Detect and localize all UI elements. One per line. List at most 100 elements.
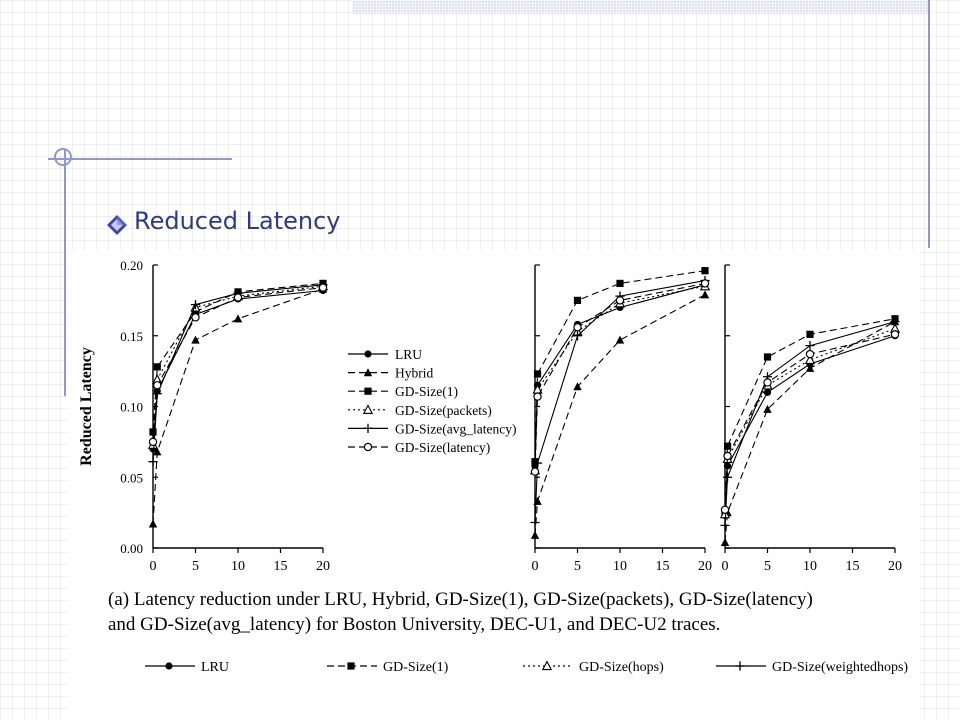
decor-vertical-line-left: [64, 150, 66, 396]
legend-marker: [165, 662, 173, 670]
data-point: [723, 442, 732, 450]
data-point: [318, 283, 328, 292]
y-axis-label: Reduced Latency: [78, 347, 95, 466]
series-line: [724, 321, 896, 543]
data-point: [806, 330, 814, 338]
data-point: [533, 392, 542, 401]
data-point: [720, 537, 730, 546]
series-gd-size-latency: [530, 279, 710, 476]
x-tick-label: 5: [764, 559, 771, 574]
chart-panel-3: 0 5 10 15 20: [719, 264, 902, 574]
data-point: [763, 353, 772, 361]
series-gd-size-avg-latency: [148, 280, 328, 467]
legend-label: Hybrid: [395, 366, 433, 381]
series-gd-size-avg-latency: [530, 275, 710, 528]
data-point: [573, 382, 582, 391]
figure-caption-line-2: and GD-Size(avg_latency) for Boston Univ…: [108, 614, 721, 635]
legend-bottom-item-gd-size-1: GD-Size(1): [327, 660, 449, 675]
decor-horizontal-line: [48, 158, 232, 160]
y-tick-label: 0.10: [120, 400, 143, 415]
data-point: [805, 363, 815, 372]
x-tick-label: 5: [574, 559, 581, 574]
data-point: [763, 378, 772, 387]
data-point: [148, 457, 158, 467]
data-point: [153, 447, 162, 456]
x-tick-label: 5: [192, 559, 199, 574]
legend-item-hybrid: Hybrid: [348, 366, 433, 381]
data-point: [573, 323, 582, 332]
slide-title: Reduced Latency: [134, 207, 341, 235]
legend-label: GD-Size(1): [383, 660, 449, 675]
data-point: [148, 519, 158, 528]
data-point: [720, 505, 730, 514]
header-band: [352, 0, 928, 14]
data-point: [530, 530, 540, 539]
legend-label: GD-Size(hops): [579, 660, 664, 675]
x-tick-label: 15: [656, 559, 670, 574]
data-point: [616, 279, 624, 287]
data-point: [805, 349, 815, 359]
chart-panel-2: 0 5 10 15 20: [529, 264, 712, 574]
figure-caption-line-1: (a) Latency reduction under LRU, Hybrid,…: [108, 589, 813, 610]
data-point: [532, 458, 543, 468]
data-point: [533, 370, 542, 378]
series-gd-size-latency: [148, 283, 328, 447]
latency-charts: 0 5 10 15 20 0.00 0.05 0.10 0.15 0.20 Reduced Late…: [78, 258, 908, 675]
series-line: [534, 280, 706, 523]
data-point: [191, 335, 200, 344]
x-tick-label: 10: [803, 559, 817, 574]
legend-item-gd-size-1: GD-Size(1): [348, 384, 458, 399]
data-point: [153, 363, 161, 371]
series-gd-size-packets: [147, 280, 329, 449]
data-point: [191, 313, 200, 322]
data-point: [700, 279, 710, 288]
legend-label: GD-Size(packets): [395, 403, 492, 418]
legend-marker: [362, 404, 374, 414]
series-lru: [149, 286, 327, 453]
legend-label: GD-Size(1): [395, 384, 458, 399]
legend-marker: [735, 661, 745, 671]
series-line: [534, 284, 706, 466]
data-point: [890, 317, 900, 327]
data-point: [701, 267, 709, 275]
legend-marker: [364, 350, 372, 358]
legend-label: LRU: [201, 660, 229, 675]
chart-panel-1: 0 5 10 15 20 0.00 0.05 0.10 0.15 0.20 Reduced Late…: [78, 258, 330, 574]
data-point: [804, 354, 816, 364]
legend-item-gd-size-packets: GD-Size(packets): [348, 403, 492, 418]
series-line: [152, 285, 324, 445]
series-line: [152, 288, 324, 524]
series-line: [152, 284, 324, 462]
x-tick-label: 10: [613, 559, 627, 574]
diamond-bullet-icon: [107, 215, 127, 235]
legend-item-gd-size-latency: GD-Size(latency): [348, 440, 490, 455]
data-point: [190, 300, 201, 310]
series-line: [152, 287, 324, 442]
legend-marker: [364, 387, 372, 395]
data-point: [723, 451, 732, 461]
data-point: [191, 308, 200, 316]
data-point: [615, 296, 625, 305]
data-point: [233, 293, 243, 302]
legend-bottom-item-lru: LRU: [145, 660, 229, 675]
data-point: [763, 404, 772, 413]
series-line: [534, 285, 706, 471]
series-line: [534, 282, 706, 472]
data-point: [531, 458, 539, 466]
data-point: [148, 437, 158, 447]
series-gd-size-1: [149, 279, 327, 436]
data-point: [763, 388, 772, 396]
data-point: [153, 381, 162, 390]
legend-main: LRU Hybrid GD-Size(1) GD-Size(packets) GD-Si…: [348, 347, 516, 455]
x-tick-label: 0: [532, 559, 539, 574]
x-tick-label: 10: [231, 559, 245, 574]
decor-crosshair-circle: [54, 148, 72, 166]
figure-panel: 0 5 10 15 20 0.00 0.05 0.10 0.15 0.20 Reduced Late…: [68, 250, 920, 720]
y-tick-label: 0.20: [120, 258, 143, 273]
x-tick-label: 0: [150, 559, 157, 574]
x-tick-label: 20: [888, 559, 902, 574]
x-tick-label: 0: [722, 559, 729, 574]
data-point: [615, 335, 625, 344]
data-point: [530, 467, 540, 476]
series-hybrid: [148, 284, 328, 528]
